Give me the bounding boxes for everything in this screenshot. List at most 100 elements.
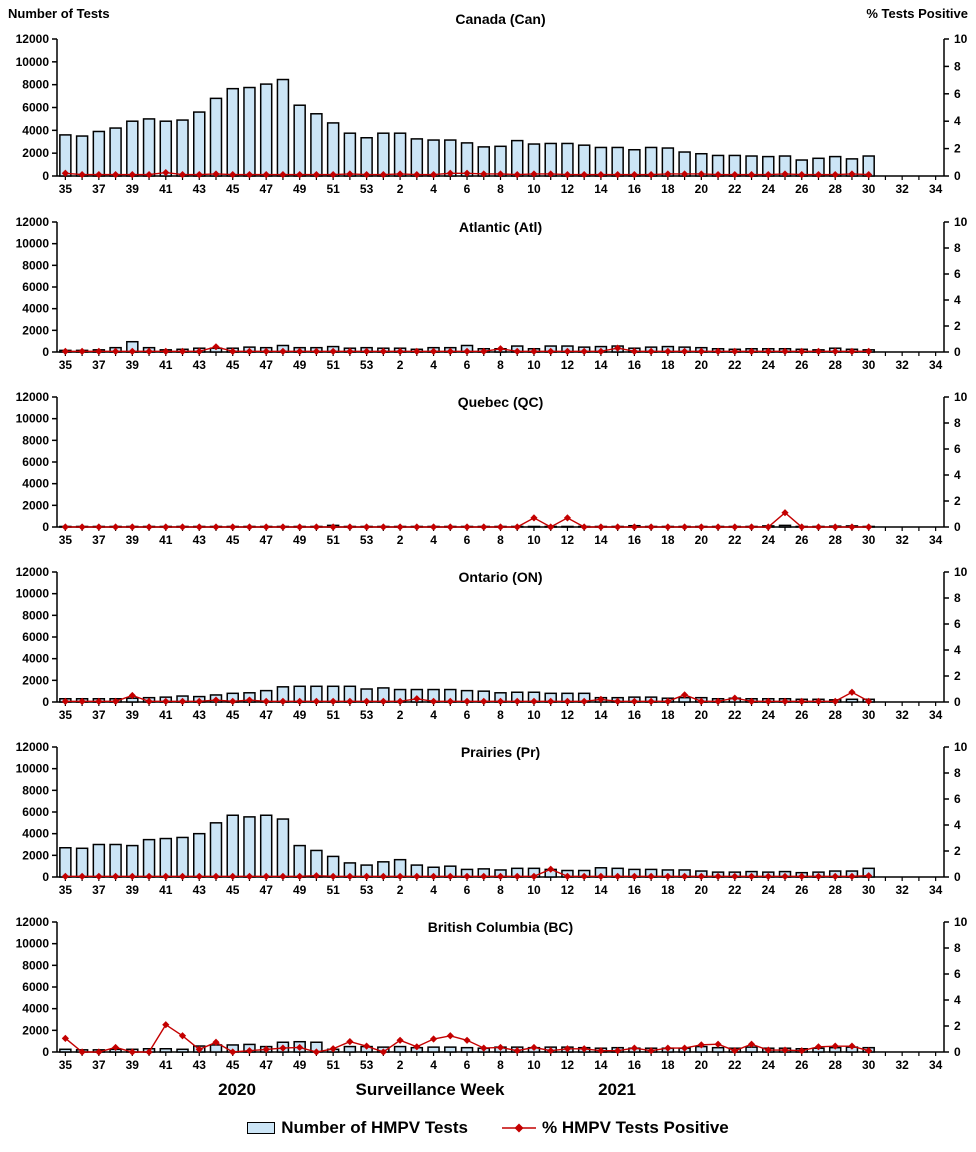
week-label: 34 [929, 708, 943, 722]
pct-diamond-marker [95, 171, 103, 179]
pct-diamond-marker [363, 1042, 371, 1050]
week-label: 6 [464, 1058, 471, 1072]
week-label: 16 [628, 182, 642, 196]
panel-chart-6: British Columbia (BC) 0 2000 4000 6000 8000 10… [16, 915, 968, 1072]
right-tick-label: 8 [954, 941, 961, 955]
pct-diamond-marker [814, 347, 823, 355]
week-label: 14 [594, 883, 608, 897]
week-label: 2 [397, 182, 404, 196]
week-label: 41 [159, 182, 173, 196]
right-tick-label: 4 [954, 818, 961, 832]
pct-diamond-marker [429, 872, 438, 880]
test-count-bar [276, 818, 290, 878]
bars [59, 814, 875, 878]
week-label: 8 [497, 883, 504, 897]
left-tick-label: 6000 [22, 630, 49, 644]
right-tick-label: 10 [954, 740, 968, 754]
test-count-bar [226, 87, 239, 177]
week-label: 49 [293, 708, 307, 722]
right-tick-label: 6 [954, 442, 961, 456]
pct-diamond-marker [262, 1045, 270, 1053]
pct-diamond-marker [480, 1044, 488, 1052]
week-label: 41 [159, 708, 173, 722]
pct-diamond-marker [781, 1046, 789, 1054]
pct-diamond-marker [61, 169, 69, 177]
test-count-bar [293, 844, 306, 878]
test-count-bar [427, 1046, 440, 1053]
pct-diamond-marker [178, 171, 187, 179]
pct-diamond-marker [714, 171, 722, 179]
test-count-bar [243, 86, 256, 177]
week-label: 14 [594, 182, 608, 196]
pct-diamond-marker [162, 168, 170, 177]
right-axis: 0 2 4 6 8 10 [944, 565, 968, 709]
week-label: 8 [497, 358, 504, 372]
legend-bar-label: Number of HMPV Tests [281, 1118, 468, 1137]
left-tick-label: 8000 [22, 783, 49, 797]
legend: Number of HMPV Tests % HMPV Tests Positi… [0, 1112, 976, 1144]
week-label: 20 [695, 358, 709, 372]
pct-diamond-marker [396, 523, 404, 531]
left-tick-label: 10000 [16, 587, 50, 601]
pct-diamond-marker [630, 523, 638, 531]
pct-diamond-marker [111, 1043, 120, 1052]
right-tick-label: 2 [954, 142, 961, 156]
left-tick-label: 6000 [22, 980, 49, 994]
left-tick-label: 12000 [16, 215, 50, 229]
test-count-bar [377, 132, 390, 177]
left-tick-label: 4000 [22, 477, 49, 491]
left-tick-label: 10000 [16, 237, 50, 251]
test-count-bar [360, 137, 373, 177]
pct-diamond-marker [798, 523, 806, 531]
test-count-bar [159, 120, 173, 177]
bars [59, 78, 875, 177]
week-label: 26 [795, 182, 809, 196]
pct-diamond-marker [513, 523, 521, 531]
week-label: 41 [159, 358, 173, 372]
left-axis: 0 2000 4000 6000 8000 10000 12000 [16, 32, 57, 183]
left-tick-label: 8000 [22, 433, 49, 447]
right-tick-label: 2 [954, 494, 961, 508]
week-label: 10 [527, 1058, 541, 1072]
week-label: 12 [561, 1058, 575, 1072]
pct-diamond-marker [831, 171, 839, 179]
week-label: 51 [326, 358, 340, 372]
week-label: 4 [430, 883, 437, 897]
week-label: 26 [795, 708, 809, 722]
left-tick-label: 6000 [22, 280, 49, 294]
test-count-bar [109, 127, 122, 177]
left-tick-label: 8000 [22, 608, 49, 622]
week-label: 53 [360, 182, 374, 196]
pct-diamond-marker [547, 1047, 555, 1055]
year-label-2020: 2020 [218, 1080, 256, 1099]
week-label: 20 [695, 708, 709, 722]
test-count-bar [176, 119, 189, 177]
pct-diamond-marker [563, 514, 572, 522]
x-axis: 35 37 39 41 43 45 47 49 51 53 2 4 6 8 10 12 14 16 18 20 22 24… [59, 877, 943, 897]
week-label: 43 [193, 883, 207, 897]
pct-diamond-marker [848, 170, 856, 178]
pct-diamond-marker [61, 347, 69, 355]
pct-diamond-marker [111, 697, 120, 705]
week-label: 35 [59, 182, 73, 196]
right-tick-label: 0 [954, 695, 961, 709]
pct-diamond-marker [178, 523, 187, 531]
week-label: 10 [527, 533, 541, 547]
pct-diamond-marker [831, 1042, 839, 1050]
right-tick-label: 0 [954, 345, 961, 359]
test-count-bar [59, 847, 72, 878]
week-label: 6 [464, 358, 471, 372]
week-label: 22 [728, 533, 742, 547]
week-label: 14 [594, 533, 608, 547]
pct-diamond-marker [95, 523, 103, 531]
pct-diamond-marker [78, 171, 86, 179]
week-label: 34 [929, 1058, 943, 1072]
test-count-bar [75, 847, 89, 878]
left-tick-label: 4000 [22, 1002, 49, 1016]
week-label: 51 [326, 1058, 340, 1072]
test-count-bar [209, 822, 223, 878]
week-label: 22 [728, 182, 742, 196]
week-label: 24 [762, 182, 776, 196]
axes [56, 572, 945, 703]
pct-diamond-marker [865, 171, 873, 179]
